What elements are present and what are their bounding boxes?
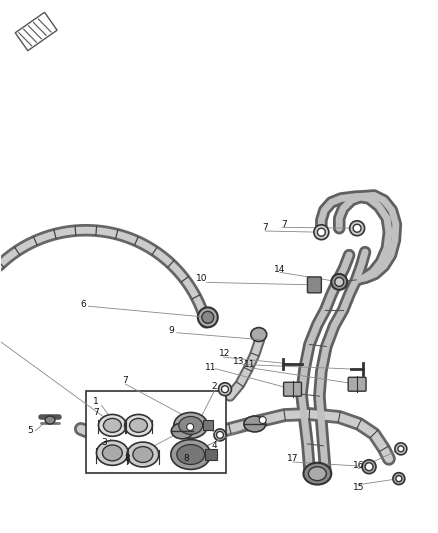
Text: 9: 9: [168, 326, 174, 335]
Ellipse shape: [99, 415, 126, 437]
Text: 17: 17: [287, 454, 299, 463]
Ellipse shape: [187, 424, 194, 431]
FancyBboxPatch shape: [348, 377, 366, 391]
Ellipse shape: [219, 383, 231, 395]
Ellipse shape: [318, 228, 325, 236]
Text: 5: 5: [27, 426, 32, 435]
Ellipse shape: [331, 274, 347, 290]
Ellipse shape: [304, 463, 331, 484]
Text: 7: 7: [281, 220, 287, 229]
Ellipse shape: [335, 278, 344, 286]
Ellipse shape: [174, 413, 208, 438]
Text: 7: 7: [93, 408, 99, 417]
Ellipse shape: [216, 431, 223, 439]
Ellipse shape: [251, 328, 267, 342]
Text: 4: 4: [212, 441, 217, 450]
Ellipse shape: [177, 445, 205, 464]
Bar: [86, 391, 226, 473]
Ellipse shape: [103, 418, 121, 432]
Text: 16: 16: [353, 461, 364, 470]
Ellipse shape: [393, 473, 405, 484]
Text: 12: 12: [219, 350, 230, 358]
Text: 8: 8: [125, 454, 131, 463]
FancyBboxPatch shape: [15, 12, 57, 51]
FancyBboxPatch shape: [283, 382, 301, 396]
Bar: [205, 449, 216, 461]
Text: 7: 7: [262, 223, 268, 232]
Ellipse shape: [198, 308, 218, 327]
Ellipse shape: [96, 440, 128, 465]
Text: 14: 14: [274, 265, 286, 273]
Ellipse shape: [222, 386, 229, 393]
Text: 11: 11: [244, 360, 255, 369]
Text: 13: 13: [233, 357, 244, 366]
Ellipse shape: [130, 418, 148, 432]
Ellipse shape: [171, 423, 193, 439]
Ellipse shape: [171, 440, 211, 470]
Text: 2: 2: [212, 382, 217, 391]
Ellipse shape: [259, 417, 266, 424]
Text: 7: 7: [123, 376, 128, 385]
Ellipse shape: [45, 416, 55, 424]
Ellipse shape: [395, 443, 407, 455]
Text: 1: 1: [93, 397, 99, 406]
Ellipse shape: [350, 221, 364, 236]
Ellipse shape: [179, 416, 203, 434]
Ellipse shape: [133, 447, 153, 463]
Ellipse shape: [124, 415, 152, 437]
FancyBboxPatch shape: [307, 277, 321, 293]
Text: 11: 11: [205, 362, 216, 372]
Ellipse shape: [398, 446, 404, 452]
Ellipse shape: [308, 467, 326, 481]
Ellipse shape: [214, 429, 226, 441]
Text: 8: 8: [184, 454, 189, 463]
Ellipse shape: [362, 460, 376, 474]
Ellipse shape: [102, 445, 122, 461]
Bar: [203, 421, 212, 430]
Ellipse shape: [202, 311, 214, 324]
Ellipse shape: [396, 475, 402, 482]
Ellipse shape: [353, 224, 361, 232]
Text: 15: 15: [353, 483, 364, 492]
Text: 6: 6: [80, 300, 86, 309]
Text: 10: 10: [196, 274, 207, 283]
Ellipse shape: [244, 416, 266, 432]
Ellipse shape: [365, 463, 373, 471]
Ellipse shape: [314, 225, 329, 240]
Text: 3: 3: [101, 438, 106, 447]
Ellipse shape: [127, 442, 159, 467]
